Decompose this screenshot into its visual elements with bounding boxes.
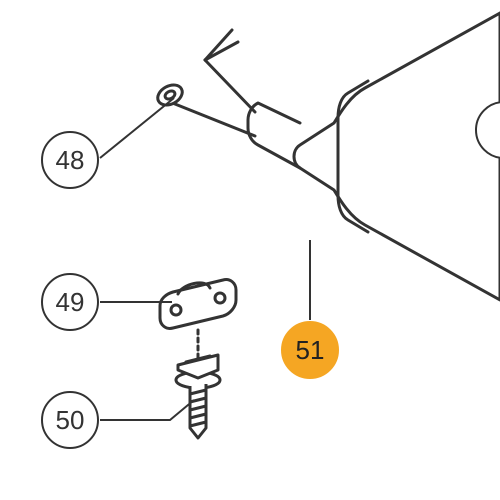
callout-label-50: 50 xyxy=(56,405,85,435)
leader-50 xyxy=(100,400,194,420)
callout-50: 50 xyxy=(42,392,98,448)
callout-51: 51 xyxy=(282,322,338,378)
callout-label-49: 49 xyxy=(56,287,85,317)
parts-diagram: 48 49 50 51 xyxy=(0,0,500,500)
callout-48: 48 xyxy=(42,132,98,188)
cable-assembly xyxy=(154,13,500,300)
callout-label-48: 48 xyxy=(56,145,85,175)
screw xyxy=(176,330,220,438)
clamp-plate xyxy=(160,280,236,329)
callout-label-51: 51 xyxy=(296,335,325,365)
leader-48 xyxy=(100,98,174,158)
callout-49: 49 xyxy=(42,274,98,330)
